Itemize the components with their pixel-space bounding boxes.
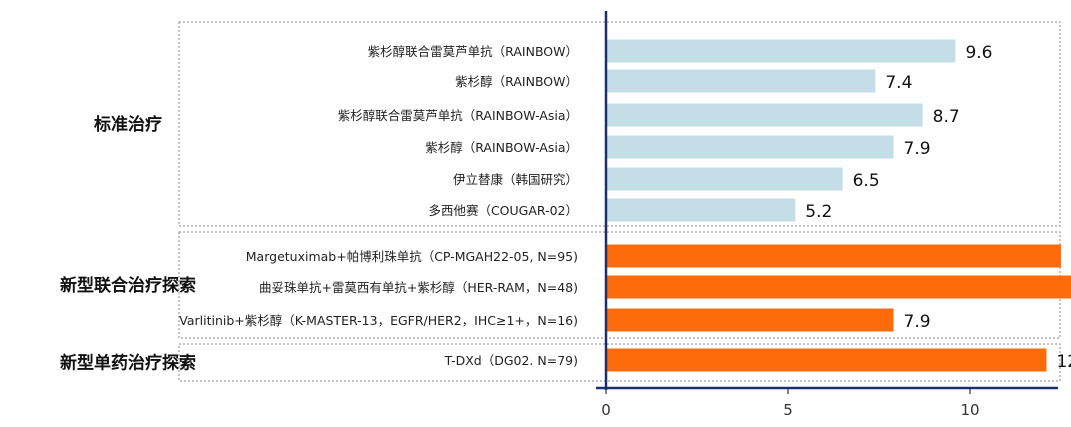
x-tick-label: 5: [783, 401, 793, 419]
bar-value-label: 9.6: [965, 43, 992, 63]
bar-category-label: 紫杉醇联合雷莫芦单抗（RAINBOW）: [368, 44, 578, 59]
bar-value-label: 6.5: [853, 171, 880, 191]
bar-category-label: 紫杉醇（RAINBOW）: [455, 74, 578, 89]
bar-value-label: 12.1: [1056, 352, 1071, 372]
group-label: 标准治疗: [94, 114, 162, 135]
bar-value-label: 7.9: [904, 139, 931, 159]
bar-category-label: Varlitinib+紫杉醇（K-MASTER-13，EGFR/HER2，IHC…: [179, 313, 578, 328]
bar-category-label: 伊立替康（韩国研究）: [453, 172, 578, 187]
bar: [606, 39, 956, 63]
group-box: [178, 21, 1061, 227]
bar-value-label: 5.2: [805, 202, 832, 222]
bar-value-label: 7.4: [885, 73, 912, 93]
bar-category-label: Margetuximab+帕博利珠单抗（CP-MGAH22-05, N=95): [246, 249, 578, 264]
bar-category-label: 曲妥珠单抗+雷莫西有单抗+紫杉醇（HER-RAM，N=48): [259, 280, 578, 295]
x-tick-label: 10: [960, 401, 979, 419]
bar-category-label: 多西他赛（COUGAR-02）: [428, 203, 578, 218]
bar: [606, 135, 894, 159]
bar: [606, 275, 1071, 299]
bar: [606, 69, 876, 93]
bar: [606, 198, 796, 222]
group-label: 新型单药治疗探索: [60, 353, 196, 374]
group-box: [178, 343, 1061, 382]
bar: [606, 103, 923, 127]
bar-value-label: 7.9: [904, 312, 931, 332]
group-label: 新型联合治疗探索: [60, 275, 196, 296]
bar-category-label: 紫杉醇（RAINBOW-Asia）: [425, 140, 578, 155]
bar: [606, 167, 843, 191]
bar: [606, 244, 1061, 268]
bar-category-label: 紫杉醇联合雷莫芦单抗（RAINBOW-Asia）: [338, 108, 578, 123]
bar: [606, 348, 1047, 372]
bar-value-label: 8.7: [933, 107, 960, 127]
bar: [606, 308, 894, 332]
x-tick-label: 0: [601, 401, 611, 419]
bar-category-label: T-DXd（DG02. N=79): [444, 353, 578, 368]
